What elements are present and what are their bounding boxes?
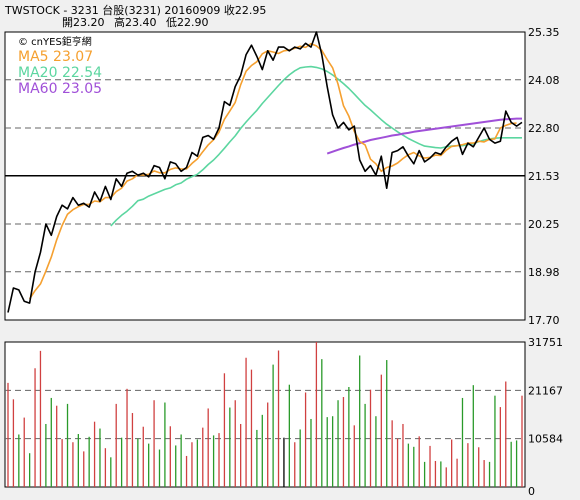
header-title: TWSTOCK - 3231 台股(3231) 20160909 收22.95 <box>5 4 267 17</box>
low-price: 低22.90 <box>166 16 209 29</box>
volume-panel <box>4 341 526 488</box>
volume-tick-label: 0 <box>528 485 535 498</box>
volume-tick-label: 10584 <box>528 433 563 446</box>
open-price: 開23.20 <box>62 16 105 29</box>
legend-ma5: MA5 23.07 <box>18 49 93 65</box>
volume-gridlines <box>5 389 525 440</box>
price-tick-label: 22.80 <box>528 122 560 135</box>
series-line-ma60 <box>326 117 522 155</box>
price-tick-label: 18.98 <box>528 266 560 279</box>
legend-ma20: MA20 22.54 <box>18 65 102 81</box>
volume-bars <box>7 342 523 487</box>
watermark: © cnYES鉅亨網 <box>18 35 92 48</box>
volume-tick-label: 21167 <box>528 384 563 397</box>
series-line-price <box>7 31 523 313</box>
volume-axis: 31751 21167 10584 0 <box>528 336 563 498</box>
price-tick-label: 21.53 <box>528 170 560 183</box>
price-series <box>7 31 523 313</box>
legend: MA5 23.07 MA20 22.54 MA60 23.05 <box>18 49 102 97</box>
price-tick-label: 24.08 <box>528 74 560 87</box>
price-tick-label: 25.35 <box>528 26 560 39</box>
price-axis: 25.35 24.08 22.80 21.53 20.25 18.98 17.70 <box>528 26 560 327</box>
chart-header: TWSTOCK - 3231 台股(3231) 20160909 收22.95 … <box>0 0 580 30</box>
price-tick-label: 17.70 <box>528 314 560 327</box>
legend-ma60: MA60 23.05 <box>18 81 102 97</box>
high-price: 高23.40 <box>114 16 157 29</box>
volume-tick-label: 31751 <box>528 336 563 349</box>
price-tick-label: 20.25 <box>528 218 560 231</box>
